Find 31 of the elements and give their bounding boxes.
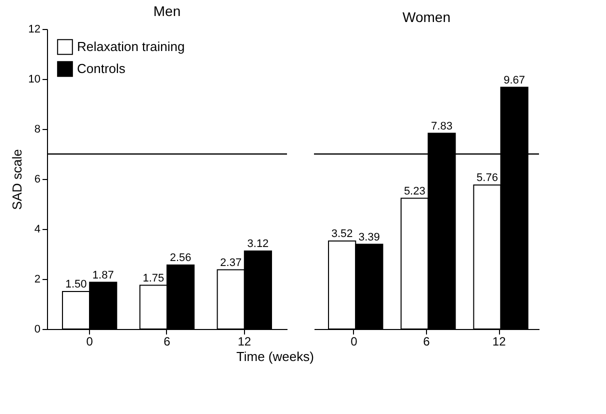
y-axis-title: SAD scale	[9, 149, 24, 210]
data-label: 5.23	[404, 185, 426, 198]
x-tick-label: 0	[86, 334, 94, 348]
data-label: 9.67	[504, 74, 526, 86]
legend-label: Controls	[77, 61, 126, 76]
data-label: 3.39	[358, 231, 380, 244]
y-tick-label: 12	[28, 24, 40, 36]
chart-title: Women	[402, 9, 450, 25]
y-tick-label: 10	[28, 74, 40, 86]
x-tick-label: 12	[238, 334, 252, 348]
y-tick-label: 6	[34, 174, 40, 186]
y-tick-label: 2	[34, 274, 40, 286]
data-label: 1.87	[92, 269, 114, 282]
data-label: 3.52	[331, 228, 353, 240]
y-tick-label: 0	[34, 324, 40, 336]
y-tick-label: 4	[34, 224, 40, 236]
legend-label: Relaxation training	[77, 39, 185, 54]
x-tick-label: 12	[492, 334, 506, 348]
x-tick-label: 6	[423, 334, 430, 348]
data-label: 2.56	[170, 252, 192, 264]
data-label: 3.12	[247, 238, 269, 250]
data-label: 5.76	[476, 172, 498, 184]
x-tick-label: 0	[350, 334, 358, 348]
y-tick-label: 8	[34, 124, 40, 136]
data-label: 2.37	[220, 256, 242, 269]
data-label: 1.50	[65, 278, 87, 290]
data-label: 1.75	[142, 272, 164, 284]
data-label: 7.83	[431, 120, 452, 132]
chart-title: Men	[153, 3, 181, 19]
x-tick-label: 6	[164, 334, 171, 348]
x-axis-title: Time (weeks)	[236, 349, 314, 364]
